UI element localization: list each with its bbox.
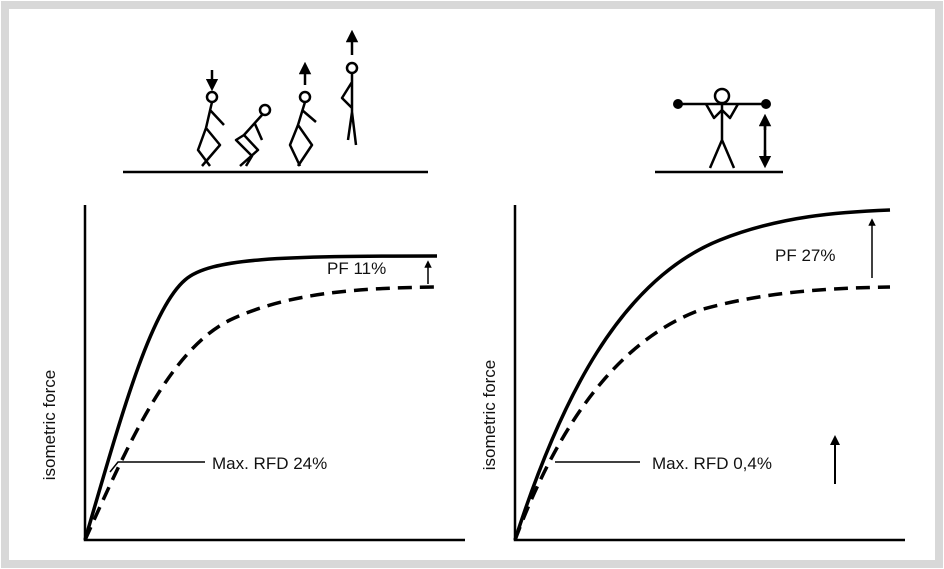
rfd-label: Max. RFD 24% <box>212 454 327 473</box>
left-chart: PF 11% Max. RFD 24% isometric force <box>40 205 465 542</box>
solid-curve <box>513 208 891 541</box>
pf-label: PF 11% <box>327 259 386 278</box>
rfd-pointer <box>109 461 205 473</box>
rfd-label: Max. RFD 0,4% <box>652 454 772 473</box>
y-axis-label: isometric force <box>480 360 499 471</box>
right-chart: PF 27% Max. RFD 0,4% isometric force <box>480 205 905 542</box>
y-axis-label: isometric force <box>40 370 59 481</box>
dashed-curve <box>513 285 891 541</box>
pf-label: PF 27% <box>775 246 835 265</box>
solid-curve <box>83 254 438 541</box>
jump-figures <box>123 29 428 174</box>
dashed-curve <box>83 285 438 541</box>
lifter-figure <box>655 87 783 174</box>
